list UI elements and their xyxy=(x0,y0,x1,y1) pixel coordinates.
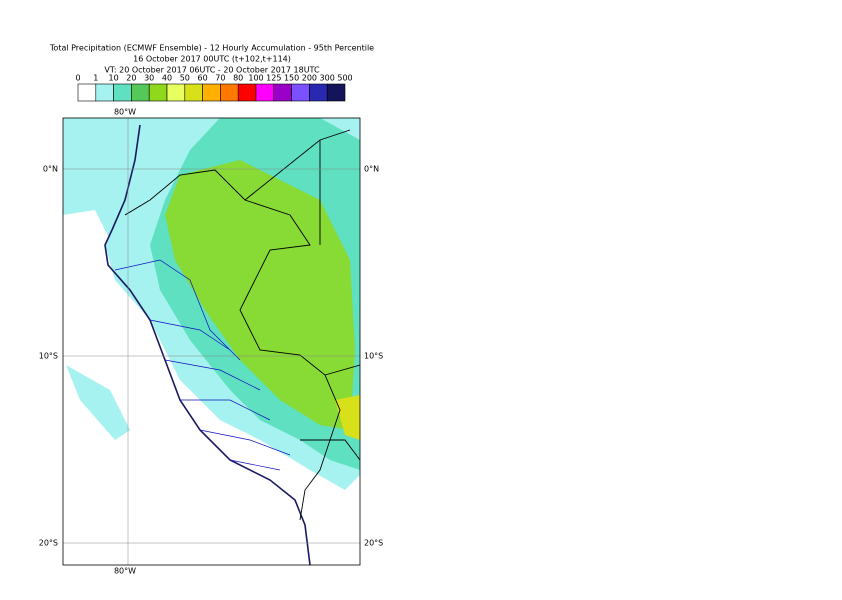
legend-swatch xyxy=(166,83,186,102)
precip-area xyxy=(335,395,360,440)
legend-swatch xyxy=(95,83,114,102)
precip-area xyxy=(165,160,355,430)
legend-swatch xyxy=(113,83,132,102)
legend-label: 40 xyxy=(162,74,172,83)
admin-border xyxy=(114,259,291,471)
legend-swatch xyxy=(237,83,257,102)
legend-label: 125 xyxy=(266,74,281,83)
map-frame xyxy=(62,117,361,566)
country-border xyxy=(124,129,360,521)
legend-swatch xyxy=(131,83,150,102)
legend-label: 60 xyxy=(198,74,208,83)
precip-area xyxy=(66,365,130,440)
legend: 0 1 10 20 30 40 50 60 70 80 100 125 150 200 300 500 xyxy=(75,74,353,102)
lon-label: 80°W xyxy=(114,108,136,117)
lon-label: 80°W xyxy=(114,567,136,576)
legend-label: 200 xyxy=(302,74,317,83)
lat-label: 10°S xyxy=(364,352,383,361)
legend-swatch xyxy=(326,83,346,102)
lat-label: 0°N xyxy=(364,165,379,174)
legend-label: 100 xyxy=(248,74,263,83)
legend-label: 20 xyxy=(126,74,136,83)
title: Total Precipitation (ECMWF Ensemble) - 1… xyxy=(49,44,374,53)
legend-label: 10 xyxy=(109,74,119,83)
legend-swatch xyxy=(309,83,328,102)
legend-swatch xyxy=(273,83,292,102)
legend-label: 30 xyxy=(144,74,154,83)
legend-label: 150 xyxy=(284,74,299,83)
lat-label: 10°S xyxy=(39,352,58,361)
legend-label: 300 xyxy=(320,74,335,83)
legend-label: 50 xyxy=(180,74,190,83)
subtitle: VT: 20 October 2017 06UTC - 20 October 2… xyxy=(104,66,320,75)
lat-label: 0°N xyxy=(43,165,58,174)
legend-swatch xyxy=(148,83,168,102)
legend-swatch xyxy=(220,83,239,102)
header: Total Precipitation (ECMWF Ensemble) - 1… xyxy=(49,44,374,75)
map xyxy=(63,118,360,565)
legend-label: 0 xyxy=(75,74,80,83)
legend-swatch xyxy=(77,83,97,102)
lat-label: 20°S xyxy=(364,539,383,548)
legend-label: 1 xyxy=(93,74,98,83)
legend-label: 500 xyxy=(337,74,352,83)
legend-swatch xyxy=(202,83,221,102)
legend-swatch xyxy=(184,83,203,102)
legend-label: 70 xyxy=(215,74,225,83)
lat-label: 20°S xyxy=(39,539,58,548)
legend-swatch xyxy=(291,83,310,102)
coastline xyxy=(104,124,311,565)
legend-swatch xyxy=(255,83,275,102)
subtitle: 16 October 2017 00UTC (t+102,t+114) xyxy=(133,55,291,64)
legend-label: 80 xyxy=(233,74,243,83)
